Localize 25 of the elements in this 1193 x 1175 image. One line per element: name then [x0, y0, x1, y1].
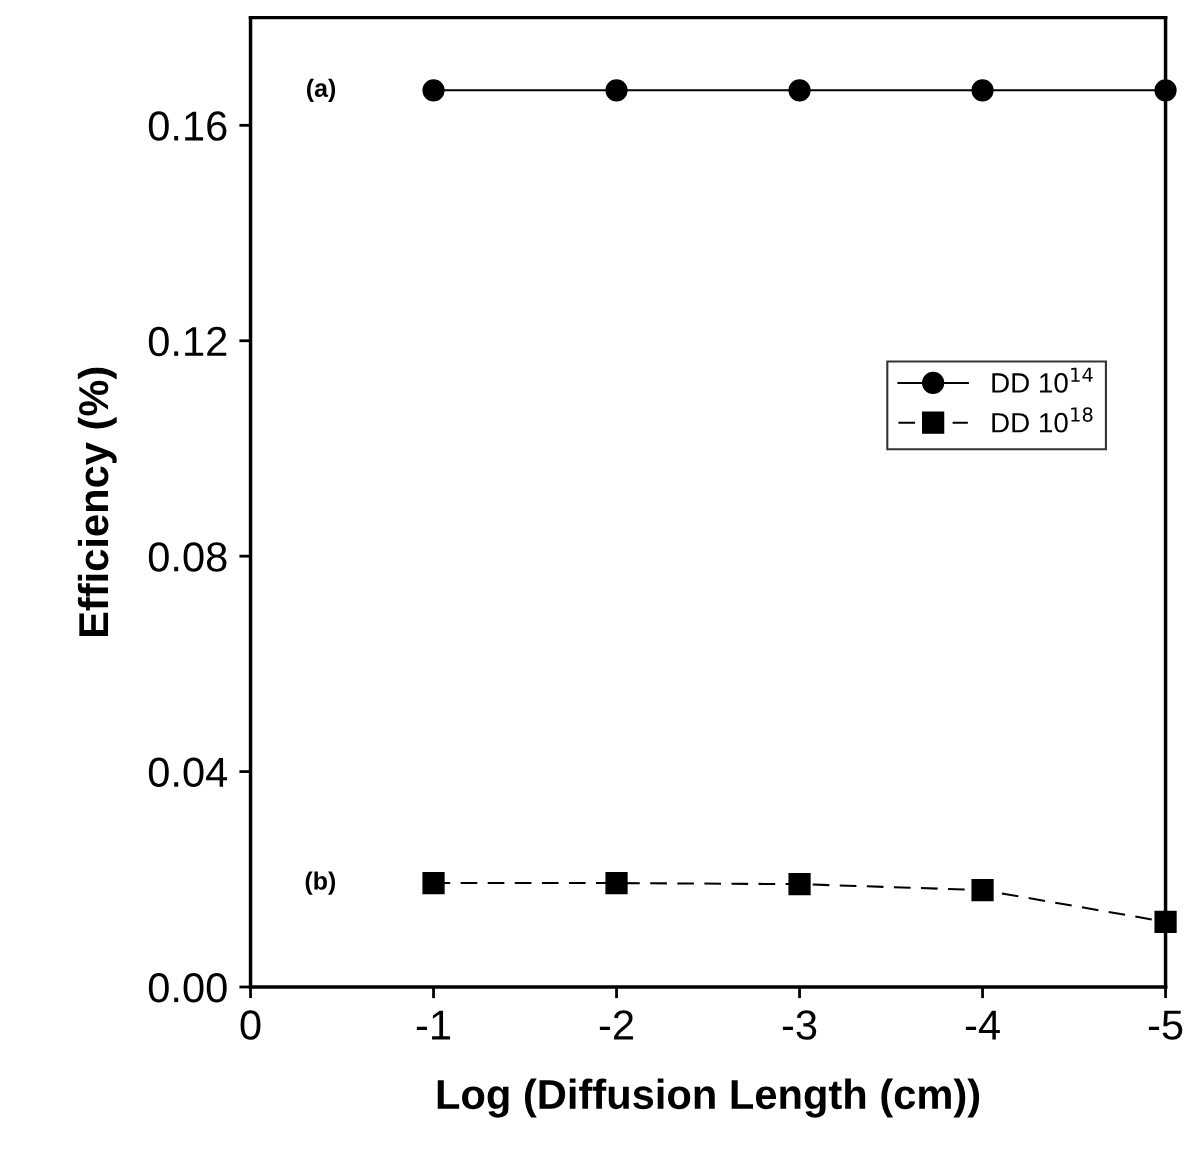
point [971, 878, 994, 902]
y-tick-label: 0.16 [148, 111, 227, 141]
point [605, 871, 628, 895]
point [788, 873, 811, 896]
legend-label: DD 10$^{14}$ [992, 367, 1093, 393]
annotation: (a) [307, 78, 336, 102]
x-tick-label: -2 [599, 1010, 633, 1040]
y-tick-label: 0.00 [148, 973, 227, 1003]
x-axis-title: Log (Diffusion Length (cm)) [437, 1078, 980, 1118]
x-tick-label: -3 [782, 1010, 817, 1040]
y-tick-label: 0.04 [148, 757, 228, 788]
x-tick-label: -5 [1148, 1010, 1183, 1040]
y-axis-title: Efficiency (%) [77, 367, 117, 637]
point [971, 79, 994, 102]
legend-label: DD 10$^{18}$ [992, 407, 1093, 433]
point [788, 79, 811, 102]
x-tick-label: -4 [965, 1010, 1000, 1040]
x-tick-label: 0 [240, 1010, 261, 1040]
point [422, 871, 445, 895]
annotation: (b) [305, 871, 336, 895]
y-tick-label: 0.12 [148, 326, 227, 357]
point [605, 79, 628, 102]
y-tick-label: 0.08 [148, 542, 227, 572]
x-tick-label: -1 [416, 1010, 451, 1040]
point [422, 79, 445, 102]
